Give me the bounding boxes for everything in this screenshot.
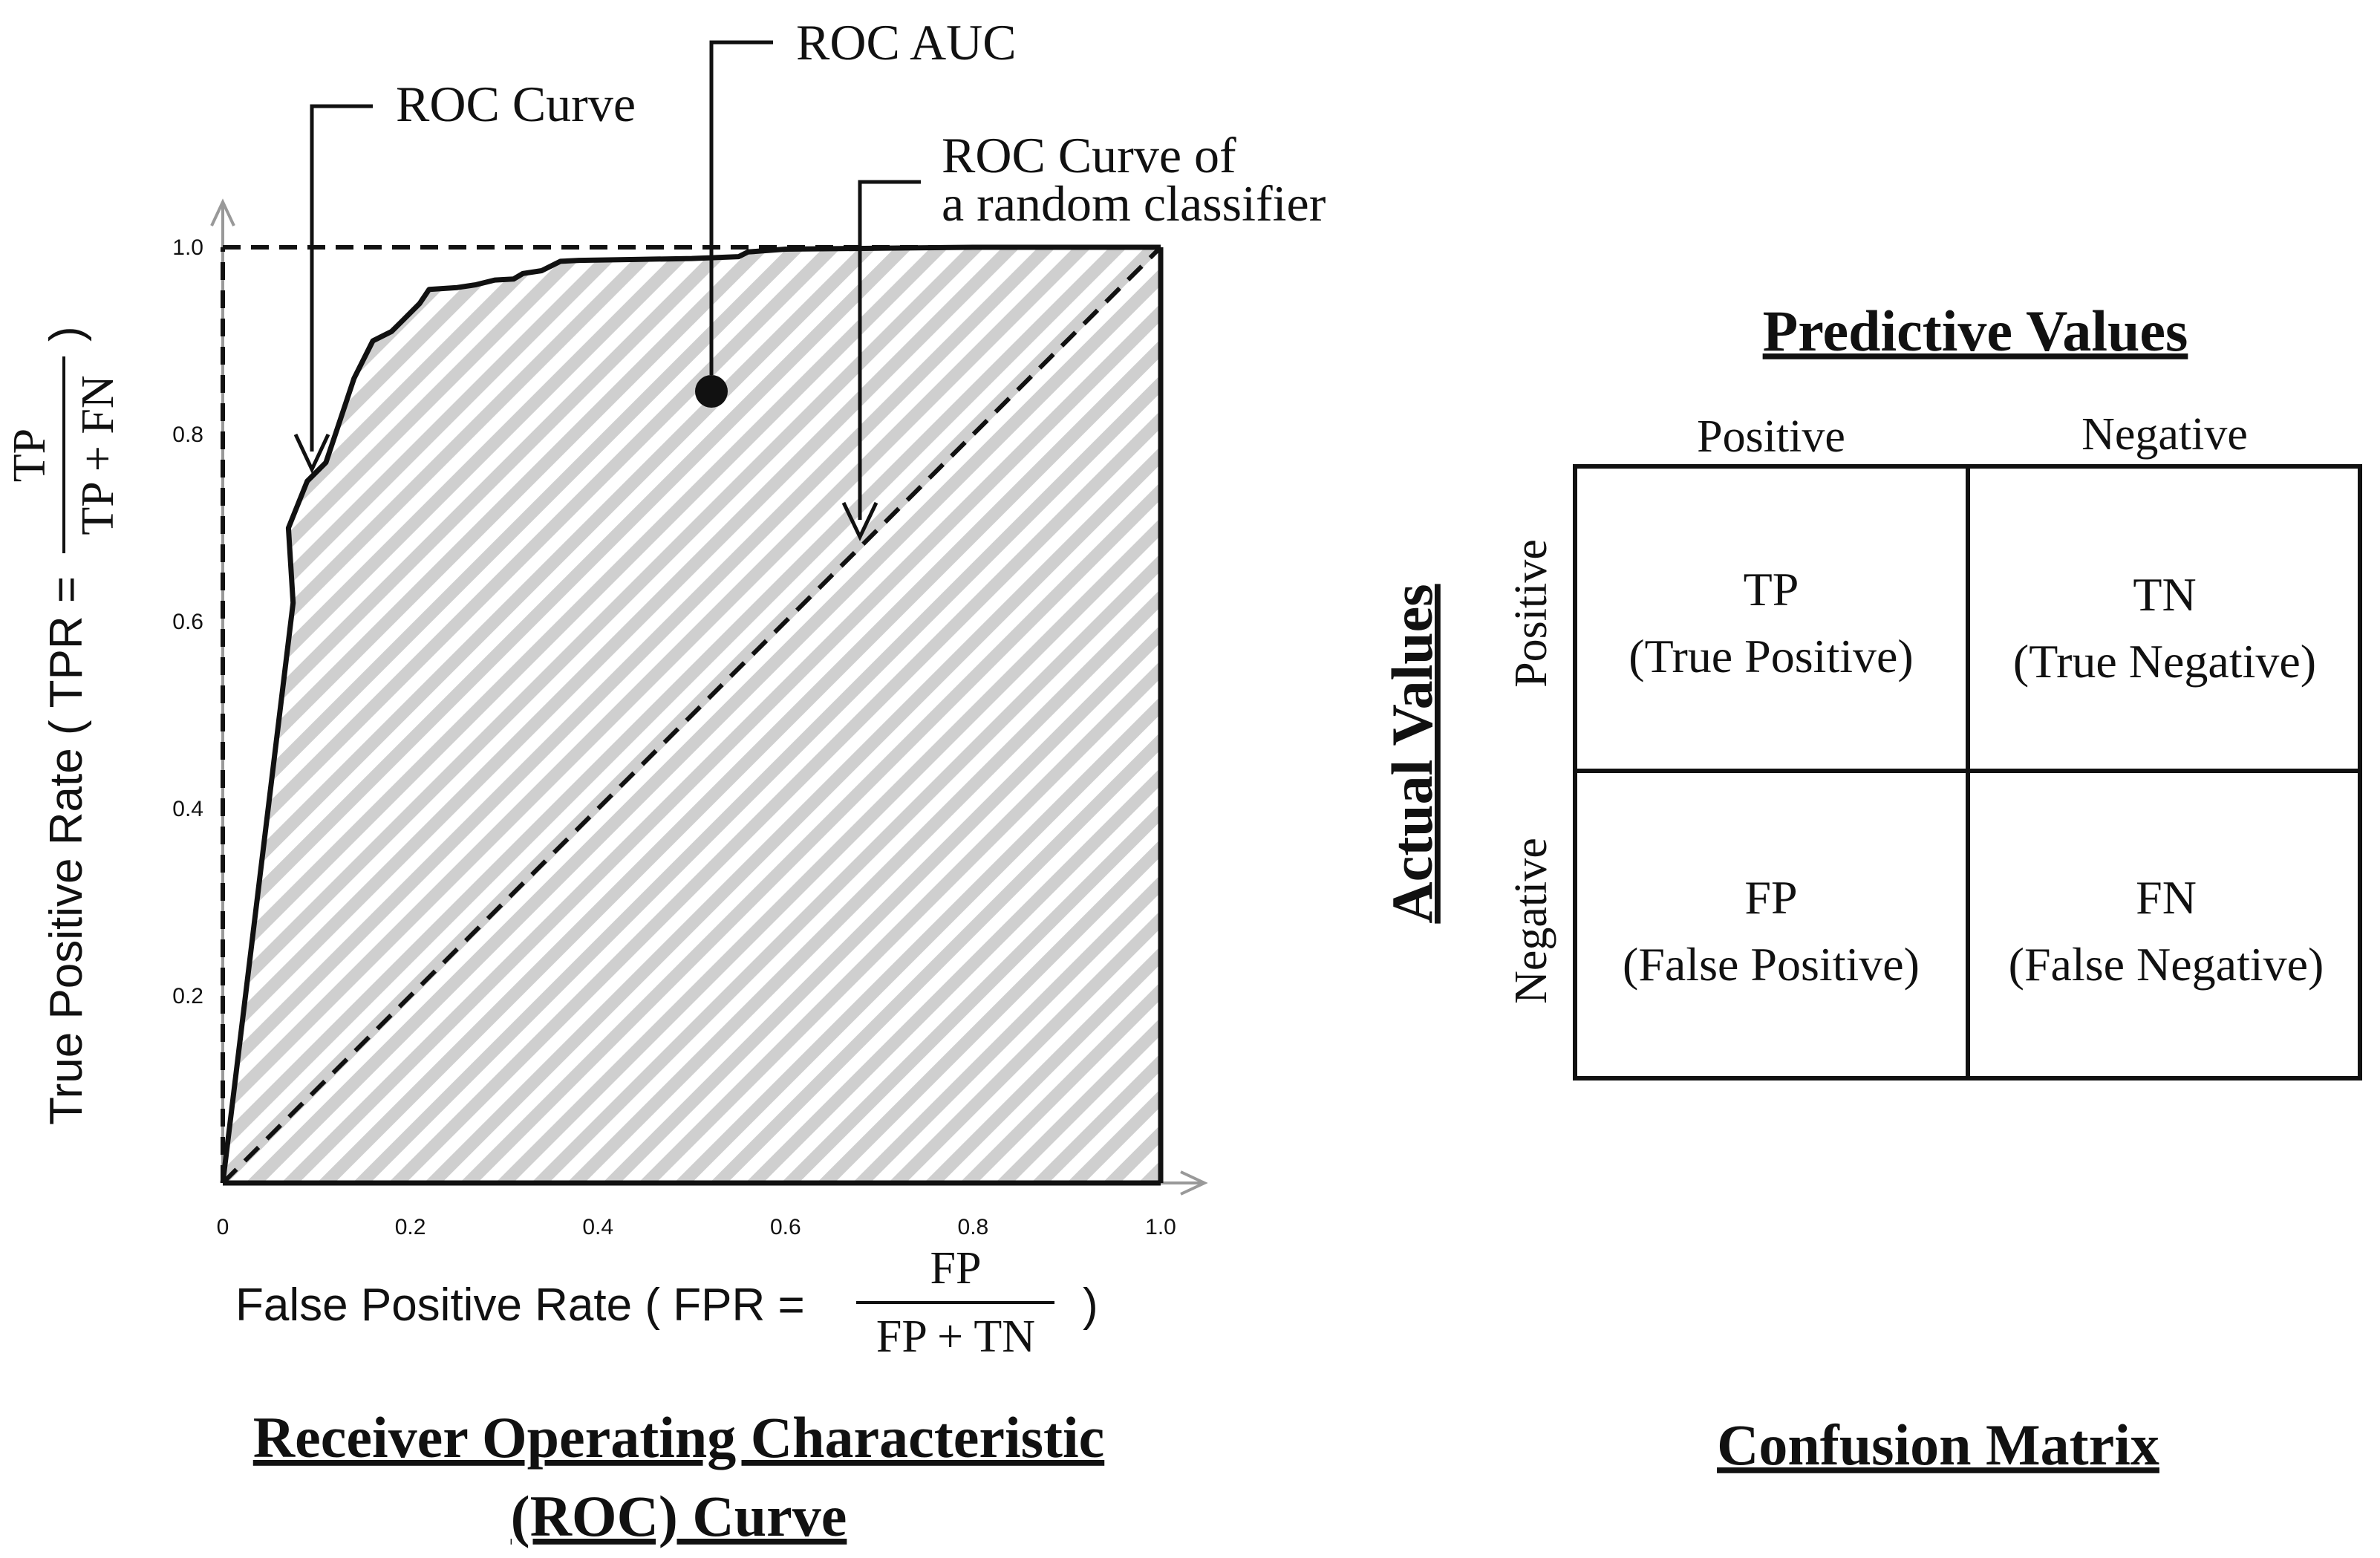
y-axis-label-denominator: TP + FN: [73, 375, 123, 535]
x-tick-labels: 0 0.2 0.4 0.6 0.8 1.0: [217, 1215, 1176, 1239]
roc-curve-annotation: ROC Curve: [396, 76, 636, 132]
y-tick-label: 0.4: [172, 797, 203, 821]
column-label-negative: Negative: [2081, 409, 2248, 460]
x-tick-label: 0.8: [958, 1215, 989, 1239]
roc-auc-annotation: ROC AUC: [796, 14, 1017, 71]
x-tick-label: 0: [217, 1215, 229, 1239]
confusion-matrix-title: Confusion Matrix: [1717, 1412, 2159, 1477]
cell-false-positive: FP (False Positive): [1623, 871, 1920, 991]
row-label-positive: Positive: [1506, 539, 1556, 688]
y-axis-label-prefix: True Positive Rate ( TPR =: [41, 576, 92, 1125]
x-tick-label: 0.2: [395, 1215, 426, 1239]
y-axis-label-numerator: TP: [4, 428, 55, 482]
roc-auc-marker-dot: [695, 375, 728, 408]
row-label-negative: Negative: [1506, 838, 1556, 1004]
cell-false-negative: FN (False Negative): [2009, 871, 2324, 991]
cell-fn-abbr: FN: [2136, 871, 2197, 924]
random-classifier-annotation-line2: a random classifier: [942, 175, 1326, 232]
cell-fp-abbr: FP: [1744, 871, 1797, 924]
x-axis-label-suffix: ): [1083, 1280, 1098, 1331]
roc-curve-line: [220, 244, 1161, 1184]
cell-tp-full: (True Positive): [1628, 630, 1913, 682]
y-tick-label: 0.8: [172, 423, 203, 447]
y-axis-arrowhead: [210, 198, 235, 226]
x-axis-label: False Positive Rate ( FPR = FP FP + TN ): [235, 1243, 1098, 1362]
roc-chart: 0 0.2 0.4 0.6 0.8 1.0 0.2 0.4 0.6 0.8 1.0 ROC Cur…: [4, 14, 1326, 1548]
cell-tn-abbr: TN: [2133, 568, 2196, 621]
roc-title-line1: Receiver Operating Characteristic: [253, 1405, 1104, 1470]
x-tick-label: 0.6: [770, 1215, 801, 1239]
random-classifier-annotation-line1: ROC Curve of: [942, 127, 1236, 183]
x-tick-label: 1.0: [1145, 1215, 1176, 1239]
y-tick-label: 1.0: [172, 235, 203, 260]
y-tick-label: 0.2: [172, 984, 203, 1008]
y-tick-label: 0.6: [172, 610, 203, 634]
actual-values-header: Actual Values: [1380, 584, 1444, 923]
x-axis-arrowhead: [1180, 1170, 1208, 1196]
cell-fn-full: (False Negative): [2009, 938, 2324, 991]
y-axis-label: True Positive Rate ( TPR = TP TP + FN ): [4, 326, 123, 1125]
confusion-matrix: Predictive Values Positive Negative Actu…: [1380, 299, 2362, 1477]
roc-curve-callout-arrow: [310, 104, 373, 452]
y-axis-label-suffix: ): [41, 326, 92, 342]
predictive-values-header: Predictive Values: [1763, 299, 2188, 363]
x-axis-label-prefix: False Positive Rate ( FPR =: [235, 1280, 805, 1331]
cell-tp-abbr: TP: [1744, 563, 1799, 616]
cell-tn-full: (True Negative): [2013, 635, 2316, 688]
x-axis-label-numerator: FP: [930, 1243, 982, 1294]
random-classifier-line: [221, 245, 1163, 1185]
x-tick-label: 0.4: [582, 1215, 613, 1239]
cell-true-positive: TP (True Positive): [1628, 563, 1913, 682]
y-tick-labels: 0.2 0.4 0.6 0.8 1.0: [172, 235, 203, 1008]
cell-true-negative: TN (True Negative): [2013, 568, 2316, 688]
roc-title-line2: (ROC) Curve: [511, 1484, 847, 1548]
column-label-positive: Positive: [1697, 411, 1845, 462]
roc-curve-callout-arrowhead: [293, 433, 330, 474]
cell-fp-full: (False Positive): [1623, 938, 1920, 991]
x-axis-label-denominator: FP + TN: [876, 1311, 1035, 1362]
roc-auc-callout-line: [709, 40, 773, 375]
random-classifier-callout-arrow: [858, 180, 921, 520]
random-classifier-callout-arrowhead: [841, 501, 878, 541]
